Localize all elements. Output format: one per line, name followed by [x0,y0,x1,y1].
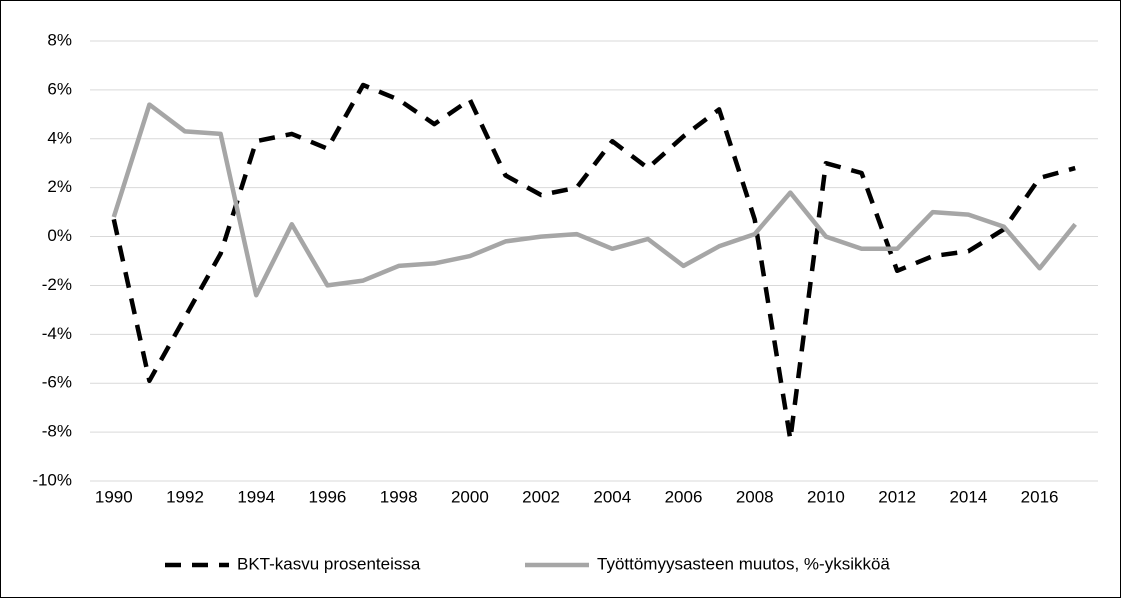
x-tick-label: 2002 [522,487,560,506]
legend-label: Työttömyysasteen muutos, %-yksikköä [597,554,890,573]
x-tick-label: 2016 [1021,487,1059,506]
x-tick-label: 1990 [95,487,133,506]
x-tick-label: 1992 [166,487,204,506]
x-tick-label: 1998 [380,487,418,506]
x-tick-label: 2000 [451,487,489,506]
y-tick-label: 8% [47,30,72,49]
y-tick-label: -10% [32,470,72,489]
y-tick-label: -8% [42,422,72,441]
x-tick-label: 2014 [949,487,987,506]
series-line [111,82,1076,442]
x-tick-label: 2010 [807,487,845,506]
y-tick-label: 0% [47,226,72,245]
y-tick-label: -4% [42,324,72,343]
y-tick-label: -6% [42,373,72,392]
x-tick-label: 2006 [665,487,703,506]
y-tick-label: 6% [47,79,72,98]
x-tick-label: 1996 [309,487,347,506]
x-tick-label: 1994 [237,487,275,506]
x-tick-label: 2012 [878,487,916,506]
x-tick-label: 2004 [593,487,631,506]
legend-label: BKT-kasvu prosenteissa [237,554,421,573]
x-tick-label: 2008 [736,487,774,506]
y-tick-label: 4% [47,128,72,147]
y-tick-label: 2% [47,177,72,196]
y-tick-label: -2% [42,275,72,294]
series-line [111,102,1077,298]
